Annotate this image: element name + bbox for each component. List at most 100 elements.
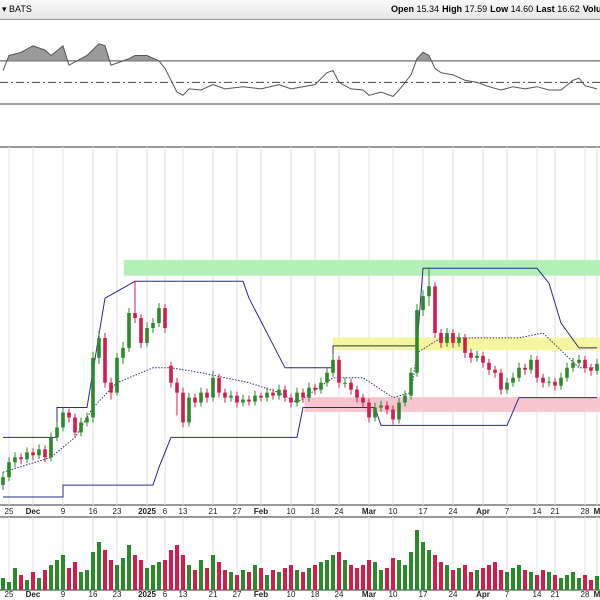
candle-body xyxy=(301,392,305,398)
volume-bar xyxy=(337,552,341,590)
candle-body xyxy=(505,382,509,390)
quote-label: Last xyxy=(536,4,555,14)
x-tick-label: 2025 xyxy=(138,507,156,516)
x-tick-label: 16 xyxy=(89,507,98,516)
volume-bar xyxy=(511,568,515,590)
volume-bar xyxy=(367,560,371,590)
volume-bar xyxy=(283,568,287,590)
volume-bar xyxy=(295,570,299,590)
rsi-overbought-fill xyxy=(3,43,597,61)
candle-body xyxy=(343,382,347,384)
volume-bar xyxy=(97,542,101,590)
volume-bar xyxy=(415,530,419,590)
candle-body xyxy=(217,377,221,393)
x-tick-label: 27 xyxy=(233,507,242,516)
candle-body xyxy=(469,352,473,358)
overlay-line xyxy=(3,397,597,498)
candle-body xyxy=(157,308,161,324)
candle-body xyxy=(187,397,191,423)
volume-bar xyxy=(115,565,119,590)
volume-bar xyxy=(199,560,203,590)
volume-bar xyxy=(253,565,257,590)
x-tick-label: 24 xyxy=(335,590,344,599)
volume-bar xyxy=(49,565,53,590)
candle-body xyxy=(355,389,359,398)
candle-body xyxy=(445,332,449,343)
x-tick-label: 9 xyxy=(61,590,66,599)
volume-bar xyxy=(487,565,491,590)
volume-bar xyxy=(319,562,323,590)
candle-body xyxy=(535,359,539,378)
x-tick-label: 14 xyxy=(533,590,542,599)
volume-bar xyxy=(211,555,215,590)
candle-body xyxy=(127,313,131,348)
volume-bar xyxy=(577,578,581,590)
volume-bar xyxy=(379,570,383,590)
candle-body xyxy=(553,381,557,386)
candle-body xyxy=(133,313,137,319)
x-tick-label: 10 xyxy=(389,507,398,516)
candle-body xyxy=(361,397,365,403)
candle-body xyxy=(79,422,83,433)
x-tick-label: 24 xyxy=(449,507,458,516)
volume-bar xyxy=(1,578,5,590)
candle-body xyxy=(463,337,467,353)
candle-body xyxy=(367,402,371,418)
x-tick-label: 13 xyxy=(179,507,188,516)
candle-body xyxy=(85,417,89,423)
candle-body xyxy=(325,372,329,383)
volume-bar xyxy=(55,560,59,590)
candle-body xyxy=(349,382,353,390)
candle-body xyxy=(307,387,311,398)
candle-body xyxy=(373,407,377,418)
x-tick-label: 23 xyxy=(113,507,122,516)
volume-bar xyxy=(19,575,23,590)
volume-bar xyxy=(109,560,113,590)
volume-bar xyxy=(313,565,317,590)
x-tick-label: 24 xyxy=(335,507,344,516)
x-tick-label: 24 xyxy=(449,590,458,599)
x-tick-label: 6 xyxy=(163,590,168,599)
volume-bar xyxy=(259,568,263,590)
candle-body xyxy=(211,377,215,398)
volume-bar xyxy=(583,575,587,590)
candle-body xyxy=(595,363,599,371)
volume-bar xyxy=(85,570,89,590)
x-tick-label: 14 xyxy=(533,507,542,516)
candle-body xyxy=(487,362,491,370)
candle-body xyxy=(97,337,101,358)
x-tick-label: 23 xyxy=(113,590,122,599)
volume-bar xyxy=(517,565,521,590)
volume-bar xyxy=(523,570,527,590)
volume-bar xyxy=(79,572,83,590)
volume-bar xyxy=(91,552,95,590)
volume-bar xyxy=(187,565,191,590)
candle-body xyxy=(313,387,317,390)
x-tick-label: 6 xyxy=(163,507,168,516)
quote-label: Volume xyxy=(582,4,600,14)
volume-bar xyxy=(241,570,245,590)
x-tick-label: Apr xyxy=(476,590,490,599)
volume-bar xyxy=(343,560,347,590)
volume-bar xyxy=(463,565,467,590)
x-tick-label: 13 xyxy=(179,590,188,599)
volume-bar xyxy=(139,560,143,590)
candle-body xyxy=(43,449,47,458)
x-tick-label: M xyxy=(594,507,600,516)
candle-body xyxy=(163,308,167,328)
candle-body xyxy=(259,395,263,398)
candle-body xyxy=(235,395,239,403)
x-tick-label: 21 xyxy=(209,507,218,516)
volume-bar xyxy=(469,572,473,590)
candle-body xyxy=(433,286,437,333)
candle-body xyxy=(421,296,425,311)
volume-bar xyxy=(277,572,281,590)
candle-body xyxy=(223,392,227,398)
candle-body xyxy=(67,412,71,418)
x-tick-label: 21 xyxy=(551,590,560,599)
candle-body xyxy=(577,359,581,363)
symbol: ▾ BATS xyxy=(2,4,32,14)
volume-bar xyxy=(505,572,509,590)
x-tick-label: 9 xyxy=(61,507,66,516)
candle-body xyxy=(49,437,53,458)
